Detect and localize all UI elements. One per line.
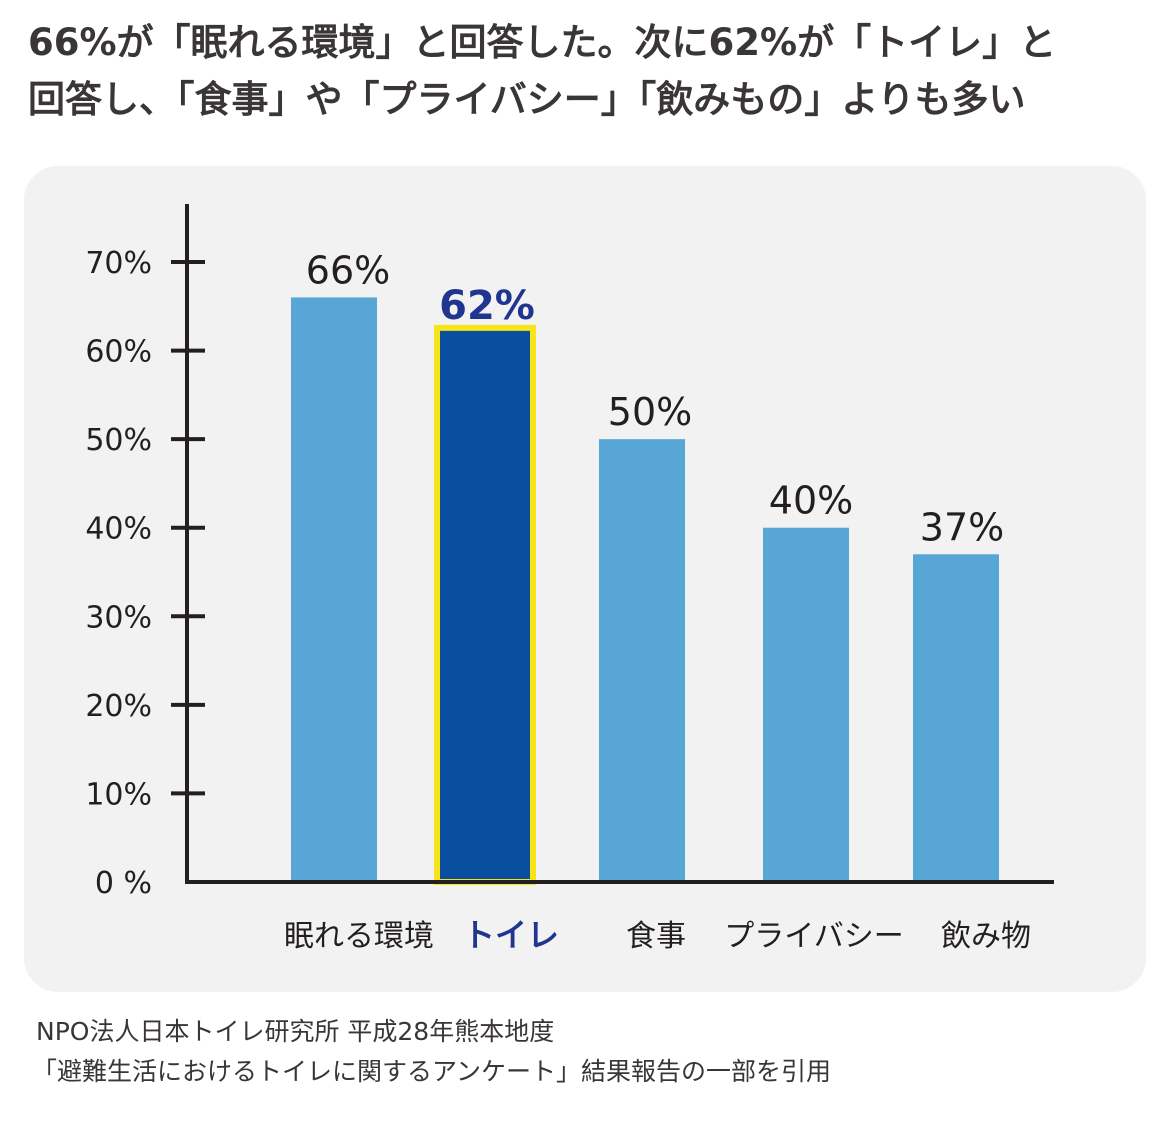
source-line-1: NPO法人日本トイレ研究所 平成28年熊本地度 <box>36 1017 555 1046</box>
category-label: 飲み物 <box>941 919 1031 954</box>
data-label: 40% <box>769 479 853 523</box>
y-tick-label: 20% <box>85 689 152 724</box>
y-tick-label: 70% <box>85 246 152 281</box>
y-tick-label: 40% <box>85 512 152 547</box>
category-label: プライバシー <box>724 919 903 954</box>
data-label: 37% <box>920 505 1004 549</box>
category-label: 食事 <box>626 919 686 954</box>
bar <box>291 297 377 882</box>
bar <box>913 554 999 882</box>
data-label: 62% <box>439 283 535 329</box>
headline-line-2: 回答し、「食事」や「プライバシー」「飲みもの」よりも多い <box>28 78 1026 121</box>
data-label: 50% <box>608 390 692 434</box>
chart-panel: 0 % 10% 20% 30% 40% 50% 60% 70% 66% 眠れる環境 62% トイレ 50… <box>24 166 1146 992</box>
bar-highlight <box>434 324 536 886</box>
y-tick-label: 0 % <box>95 866 152 901</box>
headline-line-1: 66%が「眠れる環境」と回答した。次に62%が「トイレ」と <box>28 21 1057 64</box>
category-label: トイレ <box>463 916 559 954</box>
source-line-2: 「避難生活におけるトイレに関するアンケート」結果報告の一部を引用 <box>32 1057 832 1086</box>
data-label: 66% <box>306 248 390 292</box>
y-tick-label: 60% <box>85 335 152 370</box>
y-tick-label: 10% <box>85 777 152 812</box>
source-citation: NPO法人日本トイレ研究所 平成28年熊本地度 「避難生活におけるトイレに関する… <box>32 1012 1136 1092</box>
category-label: 眠れる環境 <box>284 919 434 954</box>
bar-chart: 0 % 10% 20% 30% 40% 50% 60% 70% 66% 眠れる環境 62% トイレ 50… <box>85 204 1054 954</box>
y-tick-label: 30% <box>85 600 152 635</box>
bar <box>599 439 685 882</box>
headline: 66%が「眠れる環境」と回答した。次に62%が「トイレ」と 回答し、「食事」や「… <box>28 14 1138 128</box>
bar <box>763 527 849 882</box>
y-tick-label: 50% <box>85 423 152 458</box>
